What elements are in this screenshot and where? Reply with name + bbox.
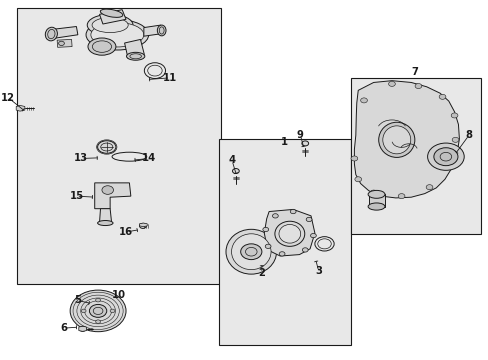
Ellipse shape [360,98,366,103]
Ellipse shape [45,27,57,41]
Polygon shape [264,210,314,256]
Ellipse shape [427,143,463,170]
Ellipse shape [240,244,262,260]
Text: 16: 16 [119,227,133,237]
Polygon shape [100,209,111,222]
Ellipse shape [310,233,316,238]
Ellipse shape [367,190,384,198]
Text: 1: 1 [281,138,287,147]
Text: 5: 5 [74,296,81,306]
Ellipse shape [378,122,414,157]
Ellipse shape [414,84,421,89]
Ellipse shape [272,214,278,218]
Ellipse shape [441,159,447,165]
Text: 9: 9 [296,130,303,140]
Ellipse shape [305,217,311,222]
Text: 3: 3 [315,266,322,276]
Polygon shape [354,81,458,198]
Ellipse shape [79,326,86,331]
Polygon shape [139,223,147,226]
Ellipse shape [438,94,445,99]
Ellipse shape [354,177,361,182]
Ellipse shape [98,141,116,153]
Ellipse shape [87,14,133,36]
Ellipse shape [96,298,101,302]
Ellipse shape [302,248,307,252]
Ellipse shape [98,221,113,226]
Polygon shape [79,326,86,331]
Text: 15: 15 [69,191,83,201]
Ellipse shape [59,41,64,45]
Text: 11: 11 [163,73,177,83]
Ellipse shape [70,290,126,332]
Text: 6: 6 [61,323,68,333]
Ellipse shape [433,148,457,166]
Ellipse shape [231,234,270,270]
Text: 10: 10 [112,290,125,300]
Ellipse shape [450,113,457,118]
Ellipse shape [88,38,116,55]
Polygon shape [124,40,144,58]
Ellipse shape [367,203,384,210]
Ellipse shape [263,227,268,231]
Ellipse shape [96,320,101,323]
Ellipse shape [139,224,146,228]
Ellipse shape [279,225,300,243]
Polygon shape [143,25,162,36]
Ellipse shape [225,229,276,274]
Ellipse shape [279,252,285,256]
Ellipse shape [290,210,295,214]
Text: 13: 13 [74,153,88,163]
Ellipse shape [369,190,376,195]
Bar [350,78,480,234]
Polygon shape [100,10,126,24]
Text: 2: 2 [258,268,265,278]
Polygon shape [57,40,72,47]
Ellipse shape [110,309,115,313]
Bar [218,139,350,345]
Ellipse shape [232,168,239,174]
Polygon shape [368,194,384,207]
Ellipse shape [86,19,148,50]
Text: 7: 7 [411,67,418,77]
Ellipse shape [451,137,458,142]
Ellipse shape [100,9,122,17]
Polygon shape [52,27,78,39]
Ellipse shape [91,23,143,47]
Text: 8: 8 [465,130,471,140]
Ellipse shape [425,185,432,190]
Ellipse shape [92,18,128,33]
Ellipse shape [388,81,394,86]
Ellipse shape [81,309,86,313]
Ellipse shape [264,244,270,248]
Ellipse shape [157,25,166,36]
Ellipse shape [126,52,144,60]
Ellipse shape [350,156,357,161]
Polygon shape [16,105,25,111]
Ellipse shape [301,141,308,146]
Ellipse shape [397,194,404,199]
Ellipse shape [102,186,113,194]
Text: 12: 12 [1,93,15,103]
Ellipse shape [89,305,106,318]
Text: 4: 4 [228,155,235,165]
Ellipse shape [382,126,410,154]
Bar [17,8,221,284]
Text: 14: 14 [141,153,156,163]
Polygon shape [95,183,131,209]
